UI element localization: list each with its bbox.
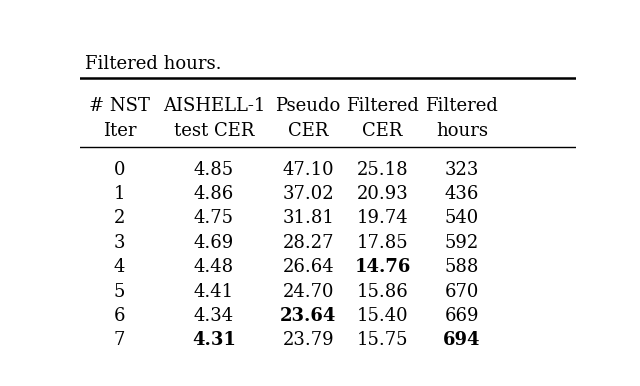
- Text: Filtered: Filtered: [426, 97, 499, 115]
- Text: 4.86: 4.86: [194, 185, 234, 203]
- Text: 31.81: 31.81: [282, 210, 334, 227]
- Text: test CER: test CER: [173, 122, 254, 140]
- Text: 669: 669: [445, 307, 479, 325]
- Text: 436: 436: [445, 185, 479, 203]
- Text: 28.27: 28.27: [282, 234, 334, 252]
- Text: Pseudo: Pseudo: [276, 97, 340, 115]
- Text: 5: 5: [114, 283, 125, 301]
- Text: 15.86: 15.86: [356, 283, 408, 301]
- Text: 14.76: 14.76: [355, 258, 411, 276]
- Text: 6: 6: [114, 307, 125, 325]
- Text: 4.34: 4.34: [194, 307, 234, 325]
- Text: 4: 4: [114, 258, 125, 276]
- Text: 4.41: 4.41: [194, 283, 234, 301]
- Text: 17.85: 17.85: [356, 234, 408, 252]
- Text: 4.69: 4.69: [194, 234, 234, 252]
- Text: Filtered hours.: Filtered hours.: [85, 55, 221, 73]
- Text: hours: hours: [436, 122, 488, 140]
- Text: # NST: # NST: [89, 97, 150, 115]
- Text: 4.75: 4.75: [194, 210, 234, 227]
- Text: 592: 592: [445, 234, 479, 252]
- Text: 37.02: 37.02: [282, 185, 334, 203]
- Text: 323: 323: [445, 161, 479, 179]
- Text: 23.79: 23.79: [282, 331, 334, 349]
- Text: 7: 7: [114, 331, 125, 349]
- Text: 0: 0: [114, 161, 125, 179]
- Text: CER: CER: [288, 122, 328, 140]
- Text: 670: 670: [445, 283, 479, 301]
- Text: 694: 694: [443, 331, 481, 349]
- Text: 4.85: 4.85: [194, 161, 234, 179]
- Text: 4.48: 4.48: [194, 258, 234, 276]
- Text: 3: 3: [114, 234, 125, 252]
- Text: 26.64: 26.64: [282, 258, 334, 276]
- Text: 540: 540: [445, 210, 479, 227]
- Text: CER: CER: [362, 122, 403, 140]
- Text: 19.74: 19.74: [356, 210, 408, 227]
- Text: 1: 1: [114, 185, 125, 203]
- Text: Filtered: Filtered: [346, 97, 419, 115]
- Text: AISHELL-1: AISHELL-1: [163, 97, 265, 115]
- Text: 588: 588: [445, 258, 479, 276]
- Text: 4.31: 4.31: [192, 331, 236, 349]
- Text: Iter: Iter: [103, 122, 136, 140]
- Text: 25.18: 25.18: [356, 161, 408, 179]
- Text: 24.70: 24.70: [282, 283, 334, 301]
- Text: 15.75: 15.75: [357, 331, 408, 349]
- Text: 23.64: 23.64: [280, 307, 337, 325]
- Text: 47.10: 47.10: [282, 161, 334, 179]
- Text: 15.40: 15.40: [356, 307, 408, 325]
- Text: 20.93: 20.93: [356, 185, 408, 203]
- Text: 2: 2: [114, 210, 125, 227]
